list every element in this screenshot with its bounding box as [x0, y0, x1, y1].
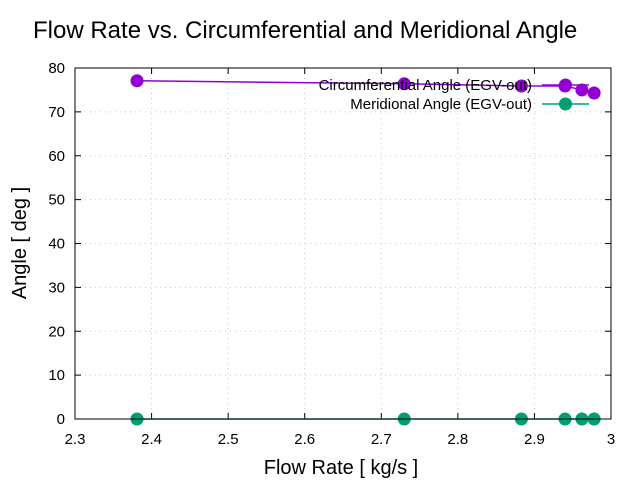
y-tick-label: 60: [48, 148, 65, 165]
data-point: [575, 83, 589, 97]
data-point: [397, 77, 411, 91]
legend-marker: [559, 97, 572, 111]
y-tick-label: 0: [57, 411, 65, 428]
data-point: [130, 74, 144, 88]
x-tick-label: 2.4: [141, 431, 162, 448]
x-tick-label: 2.3: [65, 431, 86, 448]
data-point: [514, 79, 528, 93]
x-tick-label: 2.7: [371, 431, 392, 448]
y-tick-label: 70: [48, 104, 65, 121]
legend-marker: [559, 78, 572, 92]
y-axis-label: Angle [ deg ]: [9, 187, 31, 299]
grid: [75, 68, 611, 419]
y-tick-label: 30: [48, 279, 65, 296]
x-tick-label: 2.9: [524, 431, 545, 448]
x-axis-label: Flow Rate [ kg/s ]: [264, 457, 419, 479]
x-tick-label: 3: [607, 431, 615, 448]
x-tick-label: 2.5: [218, 431, 239, 448]
y-tick-label: 40: [48, 236, 65, 253]
legend-label: Meridional Angle (EGV-out): [350, 96, 532, 113]
legend: Circumferential Angle (EGV-out) Meridiona…: [319, 77, 589, 113]
y-tick-label: 20: [48, 323, 65, 340]
data-point: [587, 86, 601, 100]
x-tick-label: 2.8: [447, 431, 468, 448]
plot-frame: [74, 67, 612, 420]
x-tick-label: 2.6: [294, 431, 315, 448]
chart-title: Flow Rate vs. Circumferential and Meridi…: [33, 17, 577, 44]
plot-series: [130, 74, 601, 426]
y-tick-label: 10: [48, 367, 65, 384]
y-tick-label: 80: [48, 60, 65, 77]
legend-label: Circumferential Angle (EGV-out): [319, 77, 532, 94]
y-tick-label: 50: [48, 192, 65, 209]
